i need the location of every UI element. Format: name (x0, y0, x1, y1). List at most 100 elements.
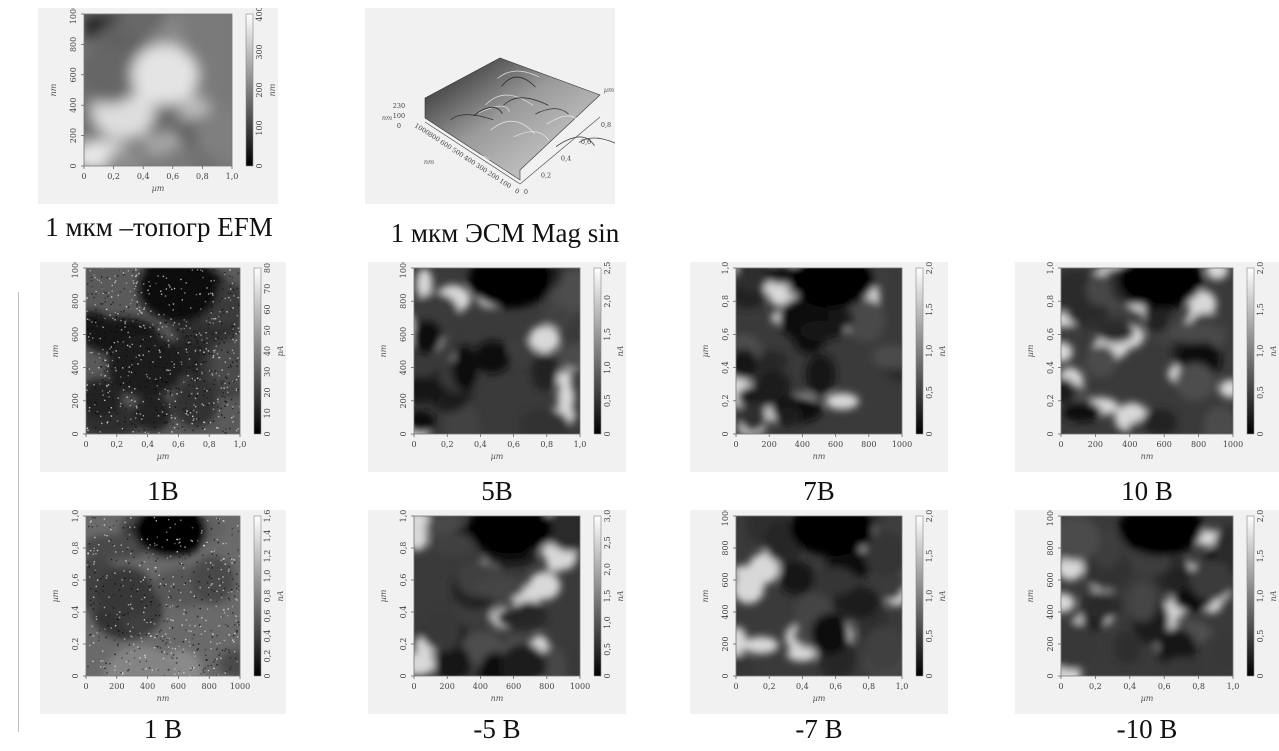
y-axis-tick-label: 800 (1046, 540, 1055, 555)
x-axis-tick-label: 0,4 (137, 172, 150, 181)
scale-tick-label: 0 (263, 431, 272, 436)
scale-tick-label: 0 (263, 673, 272, 678)
y-axis-tick-label: 1000 (1046, 510, 1055, 526)
scale-tick-label: 300 (255, 44, 264, 59)
x-axis-tick-label: 0,8 (862, 682, 875, 691)
scale-tick-label: 100 (255, 120, 264, 135)
x-axis-tick-label: 200 (1088, 440, 1103, 449)
y-axis-label: µm (379, 589, 388, 602)
scan-image-frame (83, 13, 233, 167)
y-axis-tick-label: 0 (721, 431, 730, 436)
color-scale-bar (1246, 515, 1255, 677)
scale-tick-label: 0 (925, 673, 934, 678)
scale-tick-label: 30 (263, 367, 272, 377)
scan-figure: 0 0,2 0,4 0,6 0,8 1,0 0 200 400 600 800 1000 µm nm 0 0,… (1015, 262, 1279, 472)
scan-panel-1v-bottom: 0 0,2 0,4 0,6 0,8 1,0 0 200 400 600 800 1000 µm nm 0 0,… (40, 510, 286, 714)
x-axis-tick-label: 0,6 (829, 682, 842, 691)
topography-panel: 0 200 400 600 800 1000 0 0,2 0,4 0,6 0,8 1,0 nm µm 0 10… (38, 8, 278, 204)
x-axis-tick-label: 0,4 (796, 682, 809, 691)
y-axis-tick-label: 0,8 (721, 295, 730, 308)
y-axis-tick-label: 1,0 (721, 262, 730, 274)
y-axis-tick-label: 200 (71, 393, 80, 408)
scale-tick-label: 0,2 (263, 650, 272, 663)
x-axis-tick-label: 0,2 (763, 682, 776, 691)
y-axis-tick-label: 0 (399, 673, 408, 678)
color-scale-bar (253, 515, 262, 677)
scale-unit-label: nm (268, 83, 277, 96)
y-axis-tick-label: 1000 (721, 510, 730, 526)
scan-image-texture (414, 516, 580, 676)
color-scale-bar (1246, 267, 1255, 435)
x-axis-tick-label: 0 (411, 682, 416, 691)
scan-figure: 0 200 400 600 800 1000 0 0,2 0,4 0,6 0,8 1,0 nm µm 0 0,… (1015, 510, 1279, 714)
x-axis-tick-label: 0,8 (203, 440, 216, 449)
y-axis-tick-label: 400 (69, 98, 78, 113)
y-axis-tick-label: 1000 (69, 8, 78, 24)
scale-tick-label: 0 (255, 163, 264, 168)
x-axis-tick-label: 1000 (570, 682, 590, 691)
scan-panel-minus5v: 0 0,2 0,4 0,6 0,8 1,0 0 200 400 600 800 1000 µm nm 0 0,… (368, 510, 626, 714)
x-axis-tick-label: 800 (539, 682, 554, 691)
scale-unit-label: pA (276, 345, 285, 356)
scale-tick-label: 3,0 (603, 510, 612, 522)
y-axis-tick-label: 0 (71, 673, 80, 678)
z-axis-tick-label: 100 (393, 112, 405, 120)
scan-image-frame (735, 267, 903, 435)
y-axis-label: nm (379, 344, 388, 357)
x-axis-tick-label: 1000 (892, 440, 912, 449)
scan-caption-1v-bottom: 1 В (143, 714, 183, 744)
x-axis-tick-label: 0,4 (1123, 682, 1136, 691)
y-axis-tick-label: 400 (721, 604, 730, 619)
x-axis-label: µm (604, 86, 614, 94)
scale-tick-label: 0,5 (925, 630, 934, 643)
y-axis-tick-label: 0,2 (721, 394, 730, 407)
x-axis-tick-label: 0,6 (1158, 682, 1171, 691)
x-axis-tick-label: 1,0 (226, 172, 239, 181)
x-axis-tick-label: 0 (411, 440, 416, 449)
x-axis-tick-label: 0,2 (110, 440, 123, 449)
scan-caption-1v: 1В (147, 476, 179, 506)
x-axis-tick-label: 400 (1122, 440, 1137, 449)
y-axis-tick-label: 0,8 (71, 542, 80, 555)
scale-tick-label: 80 (263, 263, 272, 273)
surface-mesh (424, 57, 601, 181)
x-axis-tick-label: 600 (171, 682, 186, 691)
y-axis-label: nm (424, 158, 434, 166)
scan-image-texture (1061, 516, 1233, 676)
x-axis-tick-label: 0 (1058, 682, 1063, 691)
x-axis-tick-label: 800 (861, 440, 876, 449)
y-axis-tick-label: 0,4 (1046, 361, 1055, 374)
x-axis-tick-label: 0,6 (172, 440, 185, 449)
y-axis-tick-label: 600 (721, 572, 730, 587)
scan-caption-minus7v: -7 В (795, 714, 843, 744)
scale-tick-label: 2,0 (1256, 262, 1265, 274)
x-axis-tick-label: 400 (795, 440, 810, 449)
y-axis-tick-label: 1,0 (71, 510, 80, 522)
scan-image-frame (413, 267, 581, 435)
scan-panel-minus7v: 0 200 400 600 800 1000 0 0,2 0,4 0,6 0,8 1,0 nm µm 0 0,… (690, 510, 948, 714)
scale-tick-label: 0,5 (603, 394, 612, 407)
x-axis-tick-label: 0 (83, 440, 88, 449)
z-axis-tick-label: 230 (393, 102, 405, 110)
x-axis-tick-label: 1000 (230, 682, 250, 691)
scan-figure: 0 200 400 600 800 1000 0 0,2 0,4 0,6 0,8 1,0 nm µm 0 10… (40, 262, 286, 472)
scan-figure: 0 200 400 600 800 1000 0 0,2 0,4 0,6 0,8 1,0 nm µm 0 10… (38, 8, 278, 204)
y-axis-label: µm (701, 344, 710, 357)
x-axis-label: nm (157, 694, 170, 703)
y-axis-label: nm (1026, 589, 1035, 602)
scale-tick-label: 0,4 (263, 630, 272, 643)
surface-ridges (439, 70, 615, 160)
y-axis-tick-label: 0,2 (1046, 394, 1055, 407)
scan-image-texture (736, 516, 902, 676)
scale-tick-label: 1,0 (603, 361, 612, 374)
x-axis-tick-label: 0,8 (540, 440, 553, 449)
color-scale-bar (915, 267, 924, 435)
scale-unit-label: nA (276, 590, 285, 601)
x-axis-tick-label: 0 (733, 682, 738, 691)
scale-tick-label: 0,5 (603, 643, 612, 656)
y-axis-label: µm (51, 589, 60, 602)
y-axis-tick-label: 400 (71, 360, 80, 375)
scan-image-frame (413, 515, 581, 677)
y-axis-tick-label: 1,0 (399, 510, 408, 522)
x-axis-tick-label: 0,4 (561, 155, 571, 163)
